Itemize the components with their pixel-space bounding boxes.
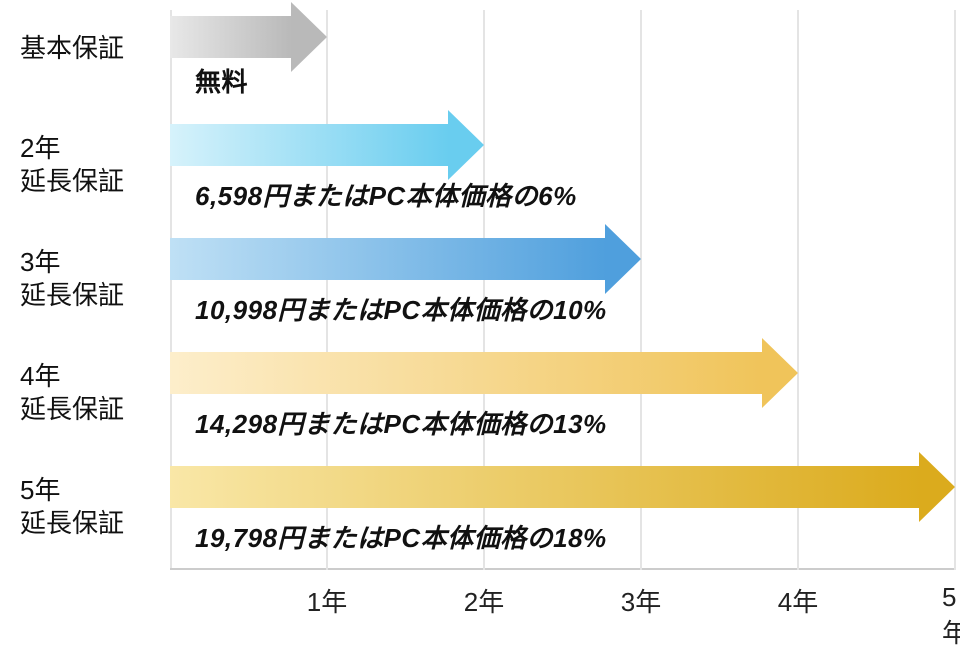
x-tick-label: 1年 — [307, 582, 347, 619]
price-text: 14,298円またはPC本体価格の13% — [195, 404, 607, 441]
x-tick-label: 5年 — [942, 582, 960, 650]
arrow-body — [170, 16, 292, 58]
row-label: 3年 延長保証 — [20, 246, 124, 311]
warranty-arrow-chart: 1年2年3年4年5年基本保証無料2年 延長保証6,598円またはPC本体価格の6… — [0, 0, 960, 630]
price-text: 19,798円またはPC本体価格の18% — [195, 518, 607, 555]
arrow-head-icon — [291, 2, 327, 72]
arrow-head-icon — [605, 224, 641, 294]
price-text: 6,598円またはPC本体価格の6% — [195, 176, 577, 213]
arrow-body — [170, 352, 763, 394]
row-label: 4年 延長保証 — [20, 360, 124, 425]
duration-arrow — [170, 352, 798, 394]
x-tick-label: 4年 — [778, 582, 818, 619]
price-text: 無料 — [195, 62, 248, 99]
arrow-body — [170, 466, 920, 508]
arrow-head-icon — [919, 452, 955, 522]
x-tick-label: 2年 — [464, 582, 504, 619]
warranty-row: 基本保証無料 — [0, 10, 960, 120]
arrow-head-icon — [762, 338, 798, 408]
duration-arrow — [170, 124, 484, 166]
warranty-row: 5年 延長保証 19,798円またはPC本体価格の18% — [0, 460, 960, 570]
arrow-body — [170, 238, 606, 280]
row-label: 2年 延長保証 — [20, 132, 124, 197]
arrow-head-icon — [448, 110, 484, 180]
duration-arrow — [170, 238, 641, 280]
warranty-row: 2年 延長保証 6,598円またはPC本体価格の6% — [0, 118, 960, 228]
row-label: 5年 延長保証 — [20, 474, 124, 539]
row-label: 基本保証 — [20, 32, 124, 65]
duration-arrow — [170, 466, 955, 508]
arrow-body — [170, 124, 449, 166]
warranty-row: 3年 延長保証 10,998円またはPC本体価格の10% — [0, 232, 960, 342]
price-text: 10,998円またはPC本体価格の10% — [195, 290, 607, 327]
x-tick-label: 3年 — [621, 582, 661, 619]
warranty-row: 4年 延長保証 14,298円またはPC本体価格の13% — [0, 346, 960, 456]
duration-arrow — [170, 16, 327, 58]
